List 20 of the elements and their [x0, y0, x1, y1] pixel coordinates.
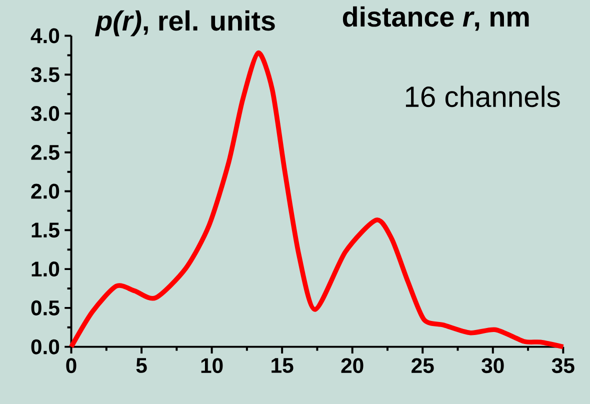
y-axis-title: p(r), rel. units [95, 10, 275, 36]
x-tick-label: 20 [341, 358, 364, 373]
y-tick-label: 1.0 [32, 261, 60, 276]
x-tick-label: 35 [552, 358, 574, 373]
y-tick-label: 3.0 [30, 106, 60, 121]
y-tick-label: 1.5 [32, 222, 60, 238]
x-tick-label: 10 [201, 358, 223, 373]
y-tick-label: 2.5 [31, 144, 60, 160]
x-tick-label: 5 [136, 358, 147, 373]
y-tick-label: 2.0 [31, 184, 60, 199]
y-tick-label: 4.0 [30, 28, 60, 44]
x-tick-label: 25 [412, 358, 434, 373]
y-tick-label: 0.5 [31, 300, 60, 316]
x-tick-label: 30 [482, 358, 504, 373]
x-tick-label: 15 [272, 358, 294, 373]
y-tick-label: 0.0 [31, 339, 60, 354]
annotation: 16 channels [406, 85, 560, 107]
x-tick-label: 0 [66, 358, 76, 373]
y-tick-label: 3.5 [30, 66, 60, 82]
x-axis-title: distance r, nm [342, 6, 529, 31]
